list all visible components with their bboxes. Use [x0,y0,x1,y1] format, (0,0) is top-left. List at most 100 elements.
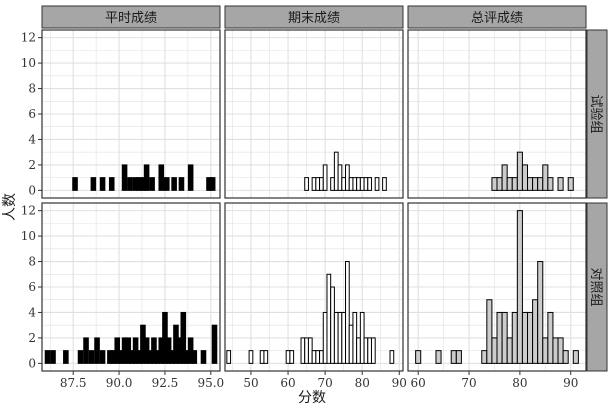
x-tick-label: 90 [563,376,578,390]
y-tick-label: 4 [28,132,36,146]
histogram-bar [501,164,508,191]
histogram-bar [121,164,128,191]
histogram-bar [363,337,369,364]
histogram-bar [259,350,265,364]
column-strip-box [224,5,404,29]
histogram-bar [547,177,554,191]
histogram-bar [567,177,574,191]
histogram-bars [304,151,387,191]
y-tick-label: 8 [28,82,36,96]
histogram-bars [415,210,579,364]
histogram-bar [319,177,324,191]
histogram-bar [521,164,529,191]
y-tick-label: 10 [21,229,36,243]
histogram-bars [226,261,395,364]
panel-border [224,29,404,199]
histogram-bar [300,337,306,364]
x-tick-label: 90.0 [106,376,133,390]
histogram-bar [562,350,569,364]
histogram-bar [516,210,523,364]
histogram-bar [99,350,106,364]
facet-panel: 0 2 4 6 8 10 12 87.5 90.0 92.5 95.0 [21,202,224,390]
facet-panel: 0 2 4 6 8 10 12 [21,29,221,199]
x-axis-label: 分数 [298,390,326,406]
histogram-bar [200,350,207,364]
histogram-bar [149,177,155,191]
row-strip: 对照组 [586,202,608,372]
histogram-bar [352,311,358,364]
histogram-bar [337,311,343,364]
histogram-bar [506,177,513,191]
histogram-bar [307,337,313,364]
column-strip-box [407,5,587,29]
histogram-bar [491,177,498,191]
histogram-bar [77,350,84,364]
x-tick-label: 70 [461,376,476,390]
histogram-bar [527,311,534,364]
x-tick-label: 87.5 [60,376,87,390]
y-tick-label: 6 [28,280,36,294]
histogram-bar [322,164,328,191]
column-strip: 平时成绩 [41,5,221,29]
histogram-bar [382,177,387,191]
histogram-bar [496,177,503,191]
histogram-bar [311,177,317,191]
histogram-bar [356,177,361,191]
histogram-bar [516,151,523,191]
histogram-bar [345,261,350,364]
histogram-bar [537,177,544,191]
histogram-bar [248,350,254,364]
histogram-bar [333,311,339,364]
histogram-bar [359,311,365,364]
histogram-bar [326,273,332,364]
histogram-bars [72,164,216,191]
column-strip: 期末成绩 [224,5,404,29]
x-tick-label: 90 [392,376,407,390]
column-strip-label: 总评成绩 [471,11,523,26]
histogram-bar [108,177,115,191]
histogram-bar [315,350,321,364]
histogram-bar [63,350,69,364]
histogram-bar [127,177,133,191]
histogram-bar [389,350,395,364]
histogram-bar [537,261,544,364]
histogram-bar [552,337,559,364]
histogram-bars [491,151,574,191]
histogram-bar [83,337,89,364]
y-tick-label: 12 [21,31,36,45]
histogram-bar [415,350,422,364]
histogram-bar [99,177,106,191]
x-tick-label: 60 [280,376,295,390]
histogram-bar [178,177,185,191]
histogram-bar [158,164,165,191]
column-strip: 总评成绩 [407,5,587,29]
y-axis-label: 人数 [2,193,18,221]
histogram-bar [191,350,198,364]
x-tick-label: 80 [355,376,370,390]
row-strip-label: 对照组 [588,267,603,306]
histogram-bar [352,177,358,191]
histogram-bar [501,311,508,364]
histogram-bar [511,311,518,364]
column-strip-label: 平时成绩 [105,11,157,26]
x-tick-label: 60 [411,376,426,390]
histogram-bar [455,350,462,364]
histogram-bar [304,177,309,191]
x-tick-label: 95.0 [197,376,224,390]
x-tick-label: 70 [317,376,332,390]
histogram-bar [44,350,51,364]
histogram-bar [348,177,354,191]
histogram-bar [88,350,95,364]
histogram-bar [367,177,372,191]
histogram-bar [356,337,361,364]
histogram-bar [532,177,539,191]
facet-panel: 50 60 70 80 90 [224,202,407,390]
column-strip-label: 期末成绩 [288,11,340,26]
histogram-bar [557,177,564,191]
histogram-bar [163,177,170,191]
row-strip-label: 试验组 [588,94,604,133]
histogram-bar [542,337,549,364]
